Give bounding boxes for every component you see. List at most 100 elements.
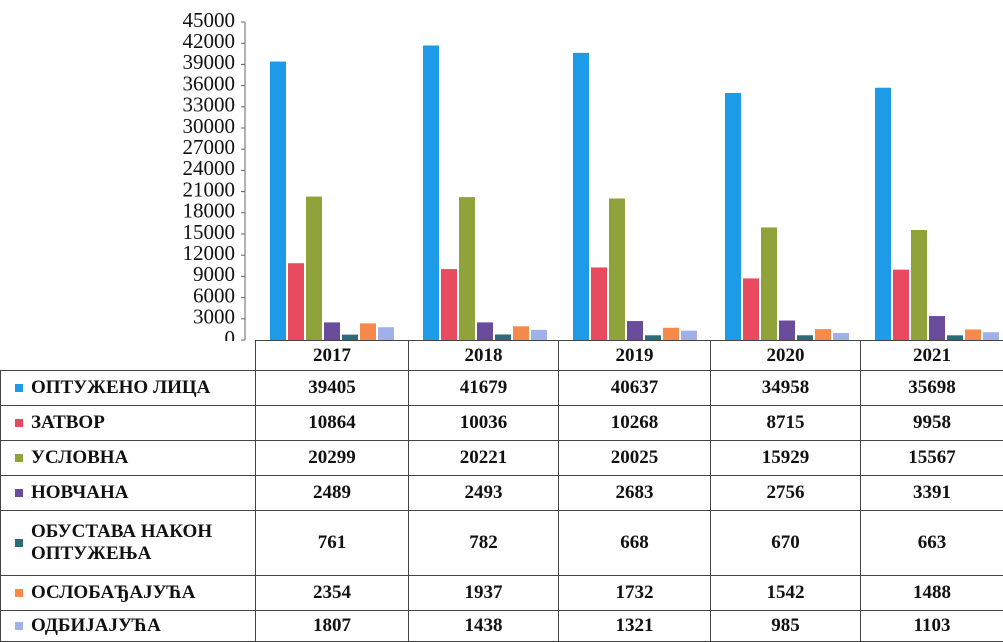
legend-cell: ОБУСТАВА НАКОН ОПТУЖЕЊА	[1, 511, 256, 576]
value-cell: 1542	[711, 576, 861, 611]
y-tick-label: 36000	[183, 71, 236, 95]
value-cell: 10864	[256, 406, 409, 441]
y-tick-label: 12000	[183, 241, 236, 265]
bar	[743, 278, 759, 340]
value-cell: 1438	[409, 611, 559, 642]
legend-label: УСЛОВНА	[31, 447, 246, 469]
value-cell: 1937	[409, 576, 559, 611]
value-cell: 10268	[559, 406, 711, 441]
value-cell: 1807	[256, 611, 409, 642]
value-cell: 1103	[861, 611, 1003, 642]
y-tick-label: 6000	[193, 283, 235, 307]
bar	[270, 62, 286, 340]
bar	[360, 323, 376, 340]
legend-cell: ОПТУЖЕНО ЛИЦА	[1, 371, 256, 406]
y-tick-label: 3000	[193, 305, 235, 329]
bar	[725, 93, 741, 340]
bar	[423, 45, 439, 340]
legend-swatch	[15, 622, 23, 630]
legend-label: НОВЧАНА	[31, 482, 246, 504]
value-cell: 39405	[256, 371, 409, 406]
bar	[459, 197, 475, 340]
y-tick-label: 9000	[193, 262, 235, 286]
bar	[761, 227, 777, 340]
y-tick-label: 27000	[183, 135, 236, 159]
bar	[513, 326, 529, 340]
bar	[983, 332, 999, 340]
legend-label: ЗАТВОР	[31, 412, 246, 434]
value-cell: 670	[711, 511, 861, 576]
chart: 0300060009000120001500018000210002400027…	[0, 0, 1003, 341]
legend-swatch	[15, 489, 23, 497]
bar	[965, 329, 981, 340]
category-label: 2019	[559, 341, 711, 371]
value-cell: 782	[409, 511, 559, 576]
bar	[378, 327, 394, 340]
corner-cell	[1, 341, 256, 371]
value-cell: 41679	[409, 371, 559, 406]
bar	[609, 198, 625, 340]
bar	[929, 316, 945, 340]
bar	[591, 267, 607, 340]
value-cell: 10036	[409, 406, 559, 441]
legend-label: ОБУСТАВА НАКОН ОПТУЖЕЊА	[31, 521, 246, 565]
bar	[306, 197, 322, 340]
category-label: 2020	[711, 341, 861, 371]
legend-label: ОПТУЖЕНО ЛИЦА	[31, 377, 246, 399]
value-cell: 3391	[861, 476, 1003, 511]
legend-cell: ОСЛОБАЂАЈУЋА	[1, 576, 256, 611]
category-label: 2021	[861, 341, 1003, 371]
legend-label: ОДБИЈАЈУЋА	[31, 615, 246, 637]
y-tick-label: 33000	[183, 93, 236, 117]
value-cell: 1732	[559, 576, 711, 611]
y-tick-label: 30000	[183, 114, 236, 138]
value-cell: 2489	[256, 476, 409, 511]
bar	[324, 322, 340, 340]
y-tick-label: 39000	[183, 50, 236, 74]
value-cell: 2493	[409, 476, 559, 511]
y-tick-label: 21000	[183, 177, 236, 201]
value-cell: 15929	[711, 441, 861, 476]
legend-swatch	[15, 454, 23, 462]
bar	[627, 321, 643, 340]
bar	[815, 329, 831, 340]
legend-cell: УСЛОВНА	[1, 441, 256, 476]
value-cell: 2756	[711, 476, 861, 511]
legend-swatch	[15, 589, 23, 597]
y-tick-label: 18000	[183, 199, 236, 223]
bar	[833, 333, 849, 340]
bar	[441, 269, 457, 340]
y-tick-label: 15000	[183, 220, 236, 244]
legend-cell: ОДБИЈАЈУЋА	[1, 611, 256, 642]
bar	[875, 88, 891, 340]
value-cell: 9958	[861, 406, 1003, 441]
value-cell: 8715	[711, 406, 861, 441]
category-label: 2017	[256, 341, 409, 371]
y-tick-label: 24000	[183, 156, 236, 180]
bar	[911, 230, 927, 340]
bar	[477, 322, 493, 340]
bar	[663, 328, 679, 340]
bar	[288, 263, 304, 340]
value-cell: 15567	[861, 441, 1003, 476]
legend-cell: ЗАТВОР	[1, 406, 256, 441]
value-cell: 668	[559, 511, 711, 576]
value-cell: 2354	[256, 576, 409, 611]
value-cell: 20299	[256, 441, 409, 476]
legend-swatch	[15, 384, 23, 392]
legend-label: ОСЛОБАЂАЈУЋА	[31, 582, 246, 604]
value-cell: 20221	[409, 441, 559, 476]
category-label: 2018	[409, 341, 559, 371]
bar	[893, 270, 909, 340]
value-cell: 2683	[559, 476, 711, 511]
value-cell: 761	[256, 511, 409, 576]
value-cell: 1321	[559, 611, 711, 642]
